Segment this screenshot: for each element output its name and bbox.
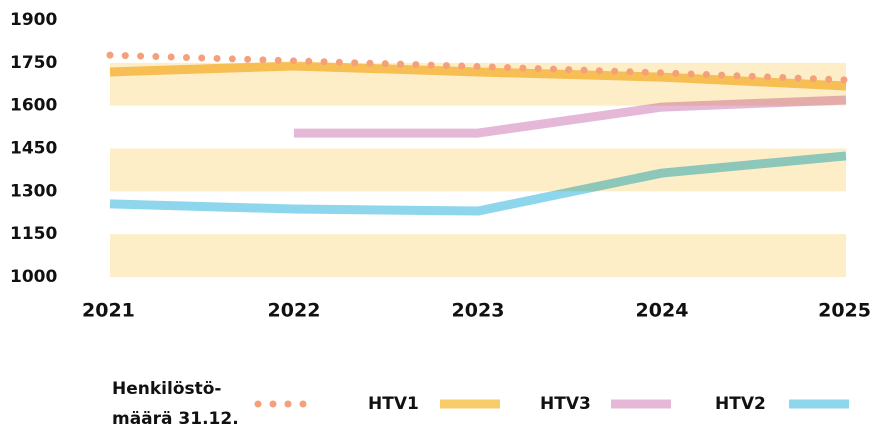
y-tick-label: 1150 [10, 224, 57, 244]
legend-label-line: Henkilöstö- [112, 379, 221, 399]
legend-label: HTV2 [715, 394, 766, 414]
series-line [109, 61, 847, 91]
y-tick-label: 1750 [10, 53, 57, 73]
legend-label: HTV3 [540, 394, 591, 414]
x-tick-label: 2022 [268, 300, 321, 322]
legend-label: HTV1 [368, 394, 419, 414]
x-tick-label: 2025 [818, 300, 871, 322]
series-line [106, 51, 850, 84]
x-tick-label: 2023 [452, 300, 505, 322]
y-tick-label: 1300 [10, 181, 57, 201]
series-line [294, 95, 847, 138]
y-tick-label: 1450 [10, 139, 57, 159]
legend-label: Henkilöstö-määrä 31.12. [112, 379, 239, 429]
band [110, 234, 846, 277]
y-tick-label: 1600 [10, 96, 57, 116]
legend-label-line: määrä 31.12. [112, 409, 239, 429]
y-tick-label: 1900 [10, 10, 57, 30]
x-tick-label: 2024 [636, 300, 689, 322]
x-tick-label: 2021 [82, 300, 135, 322]
series-line [109, 151, 847, 216]
y-tick-label: 1000 [10, 267, 57, 287]
